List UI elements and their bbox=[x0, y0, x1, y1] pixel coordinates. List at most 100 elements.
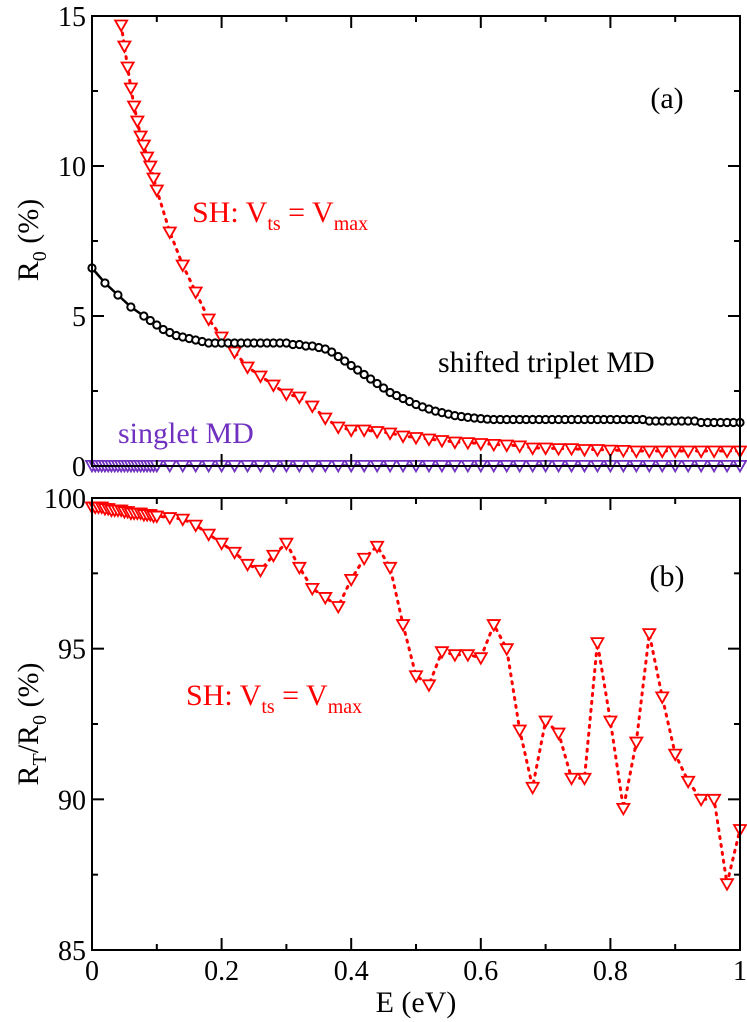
data-point bbox=[356, 552, 372, 567]
data-point bbox=[317, 412, 333, 426]
data-point bbox=[149, 510, 165, 524]
data-point bbox=[227, 546, 243, 561]
data-point bbox=[201, 528, 217, 542]
y-tick-label: 15 bbox=[58, 2, 86, 33]
data-point bbox=[343, 573, 359, 588]
data-point bbox=[680, 445, 696, 459]
data-point bbox=[369, 426, 385, 440]
data-point bbox=[201, 313, 217, 327]
data-point bbox=[395, 619, 411, 633]
data-point bbox=[395, 430, 411, 444]
x-tick-label: 0.4 bbox=[334, 956, 369, 987]
data-point bbox=[359, 369, 369, 380]
data-point bbox=[145, 315, 155, 326]
data-point bbox=[589, 637, 605, 651]
data-point bbox=[139, 311, 149, 321]
data-point bbox=[615, 444, 631, 459]
data-point bbox=[602, 715, 618, 729]
data-point bbox=[239, 558, 256, 573]
data-point bbox=[291, 561, 307, 576]
y-tick-label: 0 bbox=[72, 452, 86, 483]
panel-a-ticks: 0 5 10 15 bbox=[58, 2, 741, 483]
data-point bbox=[372, 378, 382, 389]
data-point bbox=[214, 537, 230, 552]
data-point bbox=[317, 592, 333, 606]
data-point bbox=[719, 445, 735, 459]
panel-b-ylabel: RT/R0 (%) bbox=[12, 662, 51, 785]
data-point bbox=[327, 347, 337, 357]
x-tick-label: 0.8 bbox=[593, 956, 628, 987]
panel-b-frame bbox=[91, 497, 741, 951]
x-tick-label: 0 bbox=[85, 956, 99, 987]
data-point bbox=[460, 437, 476, 451]
annotation-triplet: shifted triplet MD bbox=[438, 346, 655, 379]
data-point bbox=[340, 356, 350, 366]
data-point bbox=[239, 361, 256, 375]
data-point bbox=[304, 583, 320, 597]
data-point bbox=[133, 130, 149, 144]
panel-a-frame bbox=[91, 15, 741, 467]
data-point bbox=[382, 561, 398, 576]
data-point bbox=[538, 442, 554, 456]
x-tick-label: 1 bbox=[733, 956, 747, 987]
data-point bbox=[369, 540, 385, 555]
data-point bbox=[408, 670, 424, 684]
data-point bbox=[551, 443, 567, 457]
panel-a-ylabel: R0 (%) bbox=[12, 199, 51, 282]
data-point bbox=[525, 781, 541, 796]
data-point bbox=[654, 445, 670, 459]
data-point bbox=[146, 172, 162, 186]
data-point bbox=[330, 601, 346, 615]
data-point bbox=[126, 302, 136, 312]
data-point bbox=[356, 424, 372, 438]
data-point bbox=[499, 643, 515, 657]
data-point bbox=[563, 772, 580, 787]
data-point bbox=[447, 649, 463, 663]
data-point bbox=[525, 442, 541, 456]
panel-a-label: (a) bbox=[650, 82, 683, 115]
data-point bbox=[346, 360, 356, 371]
data-point bbox=[473, 438, 489, 452]
annotation-sh-a: SH: Vts = Vmax bbox=[192, 196, 368, 235]
svg-text:RT/R0 (%): RT/R0 (%) bbox=[12, 662, 51, 785]
panel-b-label: (b) bbox=[650, 560, 685, 593]
y-tick-label: 10 bbox=[58, 152, 86, 183]
data-point bbox=[538, 715, 554, 729]
data-point bbox=[576, 772, 593, 787]
series-line-sh-vts-vmax bbox=[90, 505, 742, 885]
data-point bbox=[447, 436, 463, 450]
data-point bbox=[680, 775, 696, 790]
data-point bbox=[719, 878, 735, 892]
series-line-sh-vts-vmax bbox=[119, 23, 742, 453]
data-point bbox=[706, 445, 722, 459]
data-point bbox=[654, 691, 670, 705]
data-point bbox=[379, 383, 389, 393]
svg-text:R0 (%): R0 (%) bbox=[12, 199, 51, 282]
data-point bbox=[120, 61, 136, 75]
data-point bbox=[421, 433, 437, 447]
data-point bbox=[499, 439, 515, 453]
data-point bbox=[382, 427, 398, 441]
data-point bbox=[551, 727, 567, 741]
data-point bbox=[162, 512, 178, 526]
data-point bbox=[149, 184, 165, 198]
data-point bbox=[460, 649, 476, 663]
data-point bbox=[486, 619, 502, 633]
x-tick-label: 0.6 bbox=[463, 956, 498, 987]
data-point bbox=[175, 259, 191, 273]
data-point bbox=[408, 432, 424, 446]
data-point bbox=[100, 278, 110, 288]
data-point bbox=[304, 400, 320, 414]
data-point bbox=[421, 679, 437, 693]
data-point bbox=[602, 444, 618, 458]
data-point bbox=[330, 421, 346, 435]
annotation-singlet: singlet MD bbox=[118, 417, 254, 450]
data-point bbox=[693, 793, 709, 808]
data-point bbox=[291, 391, 307, 405]
x-tick-label: 0.2 bbox=[204, 956, 239, 987]
data-point bbox=[706, 793, 722, 808]
data-point bbox=[162, 226, 178, 240]
data-point bbox=[175, 513, 191, 527]
panel-b: 85 90 95 100 0 0.2 0.4 0.6 0.8 1 (b) RT/R0 (%) SH… bbox=[12, 484, 747, 1019]
